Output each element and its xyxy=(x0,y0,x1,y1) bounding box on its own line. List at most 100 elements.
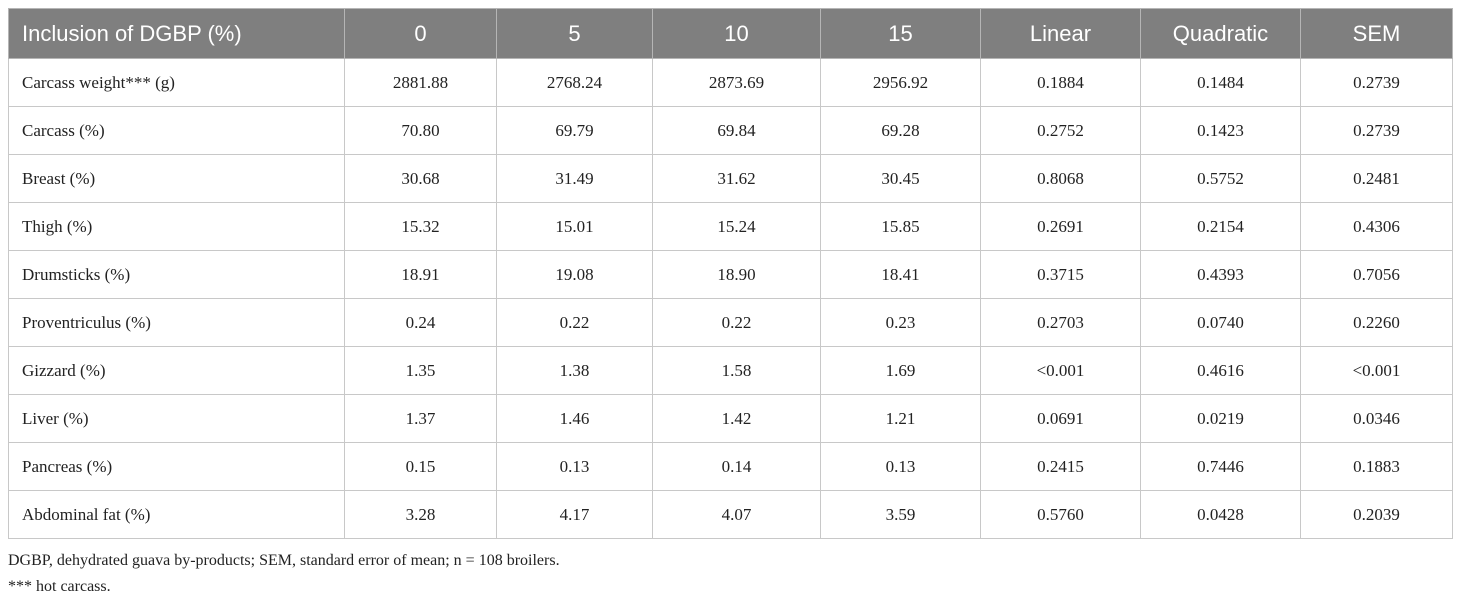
header-row: Inclusion of DGBP (%) 0 5 10 15 Linear Quadrat… xyxy=(8,8,1453,59)
footnote: *** hot carcass. xyxy=(8,578,111,595)
table-cell: 0.0428 xyxy=(1140,490,1301,539)
table-cell: 0.2481 xyxy=(1300,154,1453,203)
table-cell: 1.42 xyxy=(652,394,821,443)
table-cell: 15.32 xyxy=(344,202,497,251)
table-cell: 1.38 xyxy=(496,346,653,395)
table-cell: 0.7056 xyxy=(1300,250,1453,299)
table-cell: 30.45 xyxy=(820,154,981,203)
table-cell: 0.0691 xyxy=(980,394,1141,443)
footnote: DGBP, dehydrated guava by-products; SEM,… xyxy=(8,552,560,569)
table-cell: 0.4616 xyxy=(1140,346,1301,395)
table-row: Carcass (%) 70.80 69.79 69.84 69.28 0.2752 0.1… xyxy=(8,106,1453,155)
table-cell: 4.07 xyxy=(652,490,821,539)
row-label: Liver (%) xyxy=(8,394,345,443)
table-row: Carcass weight*** (g) 2881.88 2768.24 2873.… xyxy=(8,58,1453,107)
table-cell: 0.5752 xyxy=(1140,154,1301,203)
table-cell: 0.23 xyxy=(820,298,981,347)
row-label: Proventriculus (%) xyxy=(8,298,345,347)
table-cell: 4.17 xyxy=(496,490,653,539)
table-row: Drumsticks (%) 18.91 19.08 18.90 18.41 0.3715… xyxy=(8,250,1453,299)
table-cell: 31.49 xyxy=(496,154,653,203)
table-cell: 0.1484 xyxy=(1140,58,1301,107)
table-cell: 0.13 xyxy=(820,442,981,491)
table-cell: 0.4393 xyxy=(1140,250,1301,299)
table-cell: 0.15 xyxy=(344,442,497,491)
table-cell: 0.1884 xyxy=(980,58,1141,107)
table-cell: 0.1883 xyxy=(1300,442,1453,491)
row-label: Carcass weight*** (g) xyxy=(8,58,345,107)
row-label: Carcass (%) xyxy=(8,106,345,155)
header-cell: Linear xyxy=(980,8,1141,59)
table-cell: 2873.69 xyxy=(652,58,821,107)
table-body: Carcass weight*** (g) 2881.88 2768.24 2873.… xyxy=(8,58,1453,539)
table-cell: 0.24 xyxy=(344,298,497,347)
table-cell: 0.7446 xyxy=(1140,442,1301,491)
table-cell: <0.001 xyxy=(980,346,1141,395)
table-cell: 0.2039 xyxy=(1300,490,1453,539)
table-cell: 70.80 xyxy=(344,106,497,155)
table-cell: 0.5760 xyxy=(980,490,1141,539)
data-table: Inclusion of DGBP (%) 0 5 10 15 Linear Quadrat… xyxy=(8,8,1453,539)
row-label: Thigh (%) xyxy=(8,202,345,251)
table-cell: 0.0740 xyxy=(1140,298,1301,347)
table-cell: 1.69 xyxy=(820,346,981,395)
table-row: Thigh (%) 15.32 15.01 15.24 15.85 0.2691 0.215… xyxy=(8,202,1453,251)
table-row: Abdominal fat (%) 3.28 4.17 4.07 3.59 0.5760 0… xyxy=(8,490,1453,539)
table-cell: 0.3715 xyxy=(980,250,1141,299)
table-cell: <0.001 xyxy=(1300,346,1453,395)
table-cell: 0.4306 xyxy=(1300,202,1453,251)
table-cell: 0.22 xyxy=(652,298,821,347)
table-cell: 18.91 xyxy=(344,250,497,299)
table-cell: 18.90 xyxy=(652,250,821,299)
table-cell: 0.2415 xyxy=(980,442,1141,491)
header-cell: 5 xyxy=(496,8,653,59)
table-row: Pancreas (%) 0.15 0.13 0.14 0.13 0.2415 0.7446… xyxy=(8,442,1453,491)
table-cell: 0.14 xyxy=(652,442,821,491)
header-cell: 15 xyxy=(820,8,981,59)
table-cell: 0.2703 xyxy=(980,298,1141,347)
table-cell: 0.1423 xyxy=(1140,106,1301,155)
table-cell: 0.2260 xyxy=(1300,298,1453,347)
table-cell: 69.79 xyxy=(496,106,653,155)
table-cell: 0.2752 xyxy=(980,106,1141,155)
table-cell: 69.28 xyxy=(820,106,981,155)
table-cell: 1.35 xyxy=(344,346,497,395)
table-cell: 2956.92 xyxy=(820,58,981,107)
table-cell: 0.2154 xyxy=(1140,202,1301,251)
table-cell: 0.13 xyxy=(496,442,653,491)
table-cell: 19.08 xyxy=(496,250,653,299)
table-cell: 0.0219 xyxy=(1140,394,1301,443)
row-label: Drumsticks (%) xyxy=(8,250,345,299)
header-cell: 0 xyxy=(344,8,497,59)
header-cell: SEM xyxy=(1300,8,1453,59)
table-cell: 1.46 xyxy=(496,394,653,443)
table-cell: 18.41 xyxy=(820,250,981,299)
table-row: Proventriculus (%) 0.24 0.22 0.22 0.23 0.2703… xyxy=(8,298,1453,347)
table-cell: 2768.24 xyxy=(496,58,653,107)
table-row: Gizzard (%) 1.35 1.38 1.58 1.69 <0.001 0.4616 <… xyxy=(8,346,1453,395)
table-cell: 0.0346 xyxy=(1300,394,1453,443)
table-cell: 31.62 xyxy=(652,154,821,203)
table-cell: 30.68 xyxy=(344,154,497,203)
table-cell: 3.59 xyxy=(820,490,981,539)
table-cell: 15.24 xyxy=(652,202,821,251)
table-cell: 0.2739 xyxy=(1300,106,1453,155)
table-cell: 69.84 xyxy=(652,106,821,155)
table-cell: 15.01 xyxy=(496,202,653,251)
row-label: Abdominal fat (%) xyxy=(8,490,345,539)
table-cell: 3.28 xyxy=(344,490,497,539)
table-cell: 0.22 xyxy=(496,298,653,347)
table-cell: 0.8068 xyxy=(980,154,1141,203)
row-label: Breast (%) xyxy=(8,154,345,203)
row-label: Gizzard (%) xyxy=(8,346,345,395)
table-row: Liver (%) 1.37 1.46 1.42 1.21 0.0691 0.0219 0.0… xyxy=(8,394,1453,443)
header-cell: 10 xyxy=(652,8,821,59)
row-label: Pancreas (%) xyxy=(8,442,345,491)
header-cell: Inclusion of DGBP (%) xyxy=(8,8,345,59)
table-row: Breast (%) 30.68 31.49 31.62 30.45 0.8068 0.57… xyxy=(8,154,1453,203)
table-cell: 1.21 xyxy=(820,394,981,443)
table-cell: 0.2739 xyxy=(1300,58,1453,107)
header-cell: Quadratic xyxy=(1140,8,1301,59)
table-cell: 1.58 xyxy=(652,346,821,395)
